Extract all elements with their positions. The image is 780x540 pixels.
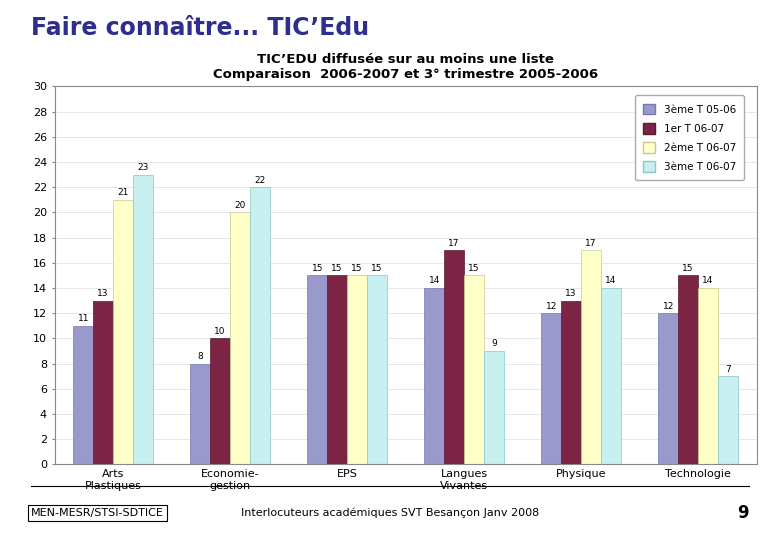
Text: 17: 17 [448, 239, 460, 248]
Text: 15: 15 [682, 264, 694, 273]
Text: MEN-MESR/STSI-SDTICE: MEN-MESR/STSI-SDTICE [31, 508, 164, 518]
Bar [445, 250, 464, 464]
Bar [679, 275, 698, 464]
Text: 15: 15 [311, 264, 323, 273]
Bar [484, 351, 504, 464]
Bar [581, 250, 601, 464]
Bar [424, 288, 445, 464]
Text: 12: 12 [662, 302, 674, 310]
Text: Faire connaître... TIC’Edu: Faire connaître... TIC’Edu [31, 16, 369, 40]
Bar [367, 275, 387, 464]
Text: 9: 9 [737, 504, 749, 522]
Bar [211, 339, 230, 464]
Bar [698, 288, 718, 464]
Bar [73, 326, 94, 464]
Bar [464, 275, 484, 464]
Bar [601, 288, 621, 464]
Text: 23: 23 [137, 163, 149, 172]
Bar [328, 275, 347, 464]
Text: 13: 13 [566, 289, 577, 298]
Bar [718, 376, 738, 464]
Text: 15: 15 [351, 264, 363, 273]
Bar [190, 363, 211, 464]
Text: 10: 10 [215, 327, 226, 336]
Text: Interlocuteurs académiques SVT Besançon Janv 2008: Interlocuteurs académiques SVT Besançon … [241, 508, 539, 518]
Text: 14: 14 [702, 276, 714, 286]
Bar [307, 275, 328, 464]
Text: 8: 8 [197, 352, 203, 361]
Text: 20: 20 [234, 201, 246, 210]
Bar [541, 313, 562, 464]
Text: 14: 14 [605, 276, 617, 286]
Text: 21: 21 [117, 188, 129, 197]
Bar [658, 313, 679, 464]
Text: 11: 11 [77, 314, 89, 323]
Text: 22: 22 [254, 176, 265, 185]
Legend: 3ème T 05-06, 1er T 06-07, 2ème T 06-07, 3ème T 06-07: 3ème T 05-06, 1er T 06-07, 2ème T 06-07,… [635, 96, 744, 180]
Bar [562, 301, 581, 464]
Bar [94, 301, 113, 464]
Text: 13: 13 [98, 289, 109, 298]
Text: 15: 15 [468, 264, 480, 273]
Title: TIC’EDU diffusée sur au moins une liste
Comparaison  2006-2007 et 3° trimestre 2: TIC’EDU diffusée sur au moins une liste … [213, 53, 598, 81]
Text: 14: 14 [428, 276, 440, 286]
Bar [230, 212, 250, 464]
Bar [133, 174, 153, 464]
Text: 7: 7 [725, 364, 731, 374]
Bar [113, 200, 133, 464]
Text: 15: 15 [371, 264, 383, 273]
Bar [347, 275, 367, 464]
Text: 17: 17 [585, 239, 597, 248]
Text: 9: 9 [491, 340, 497, 348]
Bar [250, 187, 270, 464]
Text: 15: 15 [332, 264, 343, 273]
Text: 12: 12 [545, 302, 557, 310]
